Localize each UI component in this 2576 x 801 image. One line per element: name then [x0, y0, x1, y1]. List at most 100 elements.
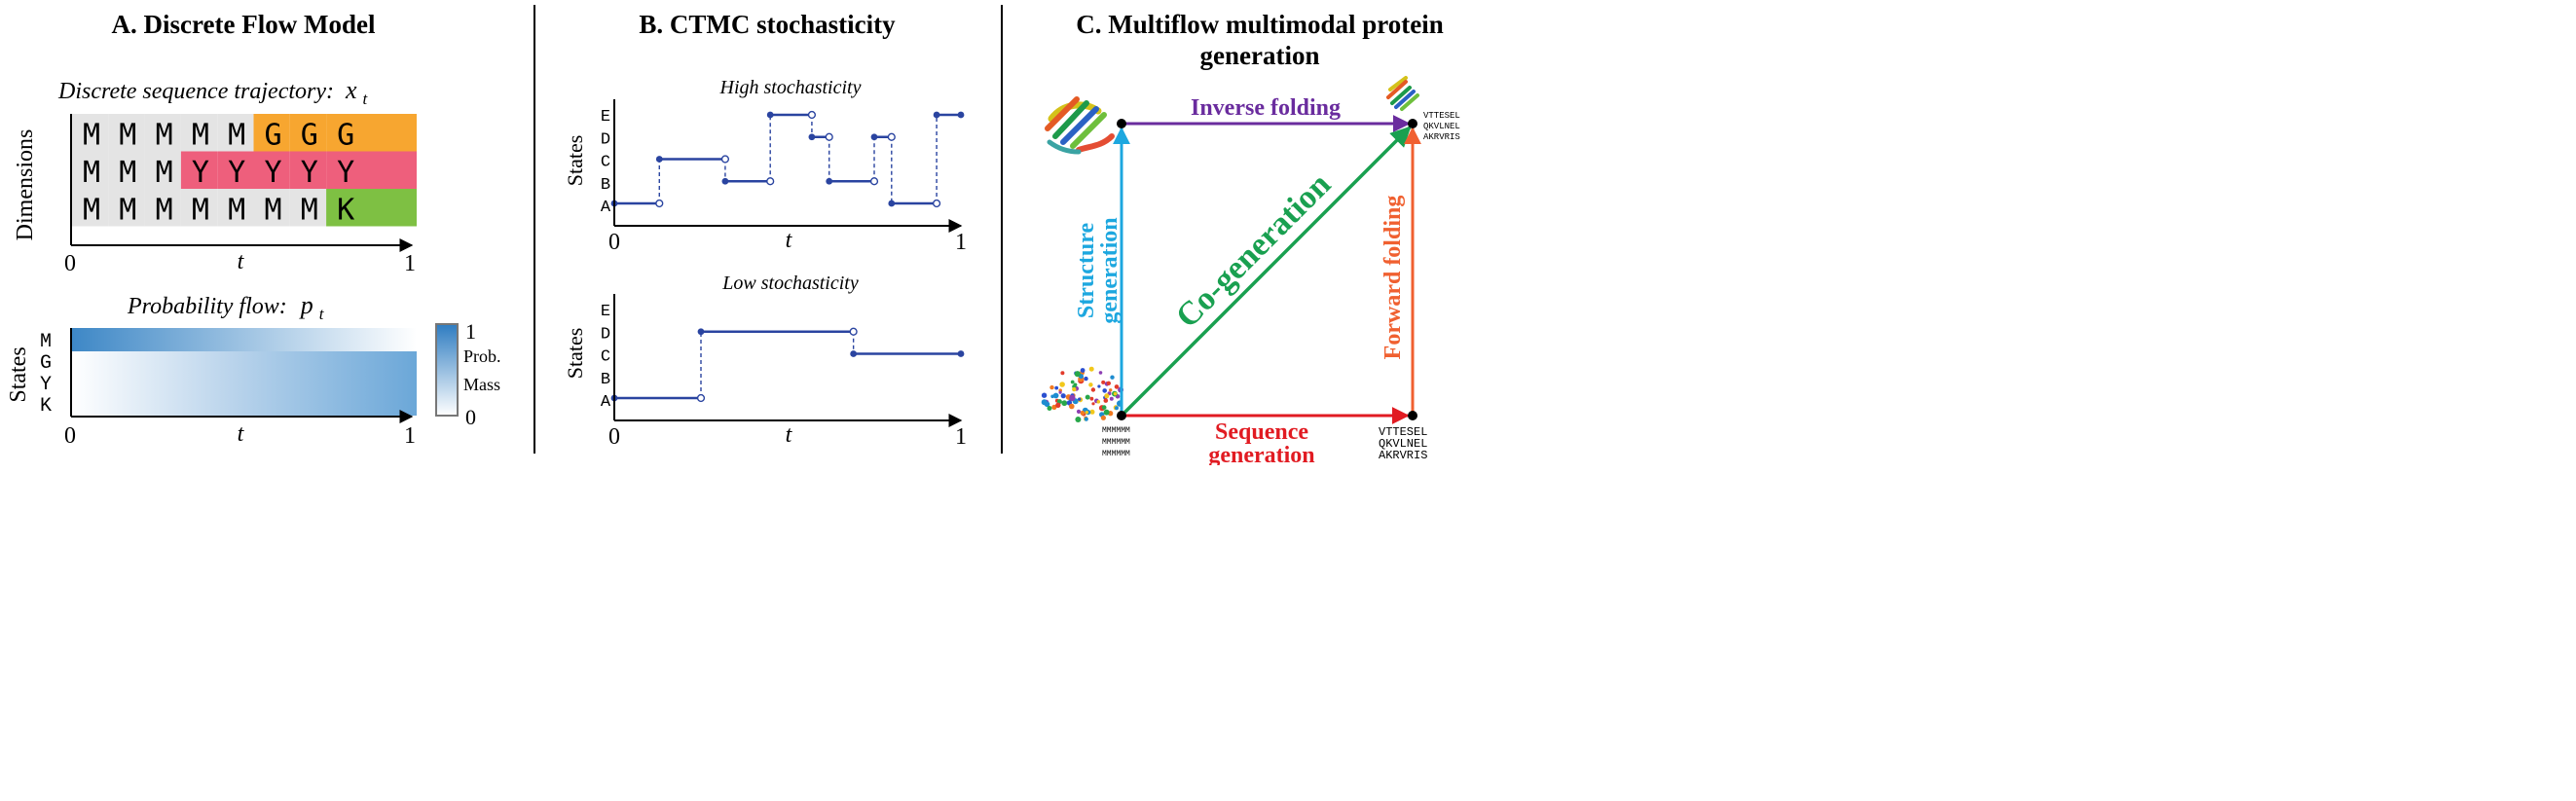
grid-x-tick-0: 0 [64, 251, 76, 276]
state-end-point [957, 350, 965, 357]
state-start-point [888, 200, 896, 207]
atom-dot [1106, 381, 1112, 385]
grid-cell-bg [289, 189, 327, 227]
grid-cell-bg [326, 114, 417, 152]
state-letter: E [601, 108, 610, 127]
grid-cell-bg [253, 189, 290, 227]
state-end-point [720, 155, 730, 164]
probability-subscript: t [319, 305, 325, 323]
grid-cell-bg [326, 189, 417, 227]
atom-dot [1060, 371, 1065, 376]
high-x-label: t [786, 228, 793, 253]
atom-dot [1054, 385, 1059, 390]
dimensions-axis-label: Dimensions [13, 129, 38, 241]
state-letter: C [601, 348, 610, 367]
panel-c-title-line2: generation [1200, 41, 1320, 70]
state-letter: E [601, 303, 610, 321]
state-letter-m: M [40, 331, 52, 353]
corner-node-bottom-left [1117, 411, 1126, 420]
state-letter: D [601, 130, 610, 149]
grid-cell-bg [144, 151, 181, 189]
high-x-tick-1: 1 [955, 230, 967, 255]
atom-dot [1090, 387, 1096, 392]
grid-cell-letter: M [228, 119, 245, 153]
state-start-point [870, 133, 878, 141]
atom-dot [1055, 402, 1061, 408]
grid-cell-letter: M [119, 119, 136, 153]
grid-cell-letter: M [83, 194, 100, 228]
corner-node-bottom-right [1408, 411, 1417, 420]
grid-cell-bg [180, 189, 218, 227]
atom-dot [1114, 384, 1120, 389]
grid-cell-bg [71, 151, 109, 189]
low-x-label: t [786, 422, 793, 448]
probability-flow-text: Probability flow: [127, 294, 287, 319]
figure: A. Discrete Flow Model Discrete sequence… [6, 5, 1460, 465]
grid-cell-letter: Y [228, 156, 245, 190]
atom-dot [1049, 384, 1054, 390]
atom-dot [1061, 400, 1068, 407]
state-letter: A [601, 393, 611, 412]
state-letter-g: G [40, 352, 52, 375]
high-stochasticity-chart [610, 110, 965, 208]
grid-cell-letter: M [156, 119, 173, 153]
grid-cell-bg [217, 189, 254, 227]
low-states-axis-label: States [563, 328, 587, 380]
panel-c-title-line1: C. Multiflow multimodal protein [1076, 10, 1444, 39]
atom-dot [1084, 376, 1088, 382]
atom-dot [1109, 388, 1113, 392]
atom-dot [1041, 392, 1048, 398]
atom-dot [1098, 371, 1103, 375]
atom-dot [1089, 396, 1094, 401]
atom-dot [1069, 403, 1075, 410]
colorbar [435, 323, 459, 417]
state-end-point [887, 132, 896, 141]
state-start-point [850, 350, 858, 357]
grid-cell-bg [108, 151, 145, 189]
structure-generation-label-1: Structure [1074, 223, 1099, 319]
state-start-point [655, 156, 663, 163]
protein-structure-icon [1045, 96, 1115, 155]
atom-dot [1109, 396, 1114, 401]
sequence-generation-label-1: Sequence [1215, 419, 1308, 445]
grid-cell-letter: G [337, 119, 354, 153]
panel-a-title: A. Discrete Flow Model [112, 10, 376, 39]
atom-dot [1101, 405, 1107, 410]
noise-atoms-icon [1041, 366, 1124, 422]
atom-dot [1060, 393, 1066, 399]
atom-dot [1088, 382, 1093, 387]
state-start-point [933, 111, 940, 119]
atom-dot [1102, 388, 1107, 393]
atom-dot [1101, 380, 1106, 384]
state-start-point [808, 133, 816, 141]
grid-cell-letter: M [192, 194, 209, 228]
atom-dot [1110, 375, 1115, 380]
atom-dot [1085, 411, 1089, 415]
trajectory-label-text: Discrete sequence trajectory: [57, 79, 334, 104]
state-letter-y: Y [40, 374, 52, 396]
grid-cell-letter: M [156, 156, 173, 190]
grid-cell-letter: Y [192, 156, 209, 190]
heatmap-row-m [71, 328, 417, 351]
atom-dot [1075, 417, 1082, 422]
state-end-point [825, 132, 833, 141]
grid-cell-letter: M [119, 156, 136, 190]
grid-cell-letter: Y [337, 156, 354, 190]
structure-generation-label-2: generation [1097, 217, 1122, 323]
state-end-point [807, 110, 817, 120]
sequence-generation-label-2: generation [1208, 443, 1314, 465]
state-start-point [697, 328, 705, 336]
colorbar-label-mass: Mass [463, 375, 500, 394]
grid-cell-letter: M [156, 194, 173, 228]
seq-bottom-right-line-3: AKRVRIS [1379, 449, 1427, 462]
trajectory-subscript: t [363, 90, 369, 108]
high-x-tick-0: 0 [608, 230, 620, 255]
atom-dot [1080, 368, 1086, 373]
grid-cell-letter: Y [301, 156, 318, 190]
panel-a: A. Discrete Flow Model Discrete sequence… [6, 10, 501, 449]
grid-cell-letter: M [83, 156, 100, 190]
low-x-tick-0: 0 [608, 424, 620, 450]
panel-b-title: B. CTMC stochasticity [639, 10, 896, 39]
seq-bottom-right-line-2: QKVLNEL [1379, 437, 1427, 451]
